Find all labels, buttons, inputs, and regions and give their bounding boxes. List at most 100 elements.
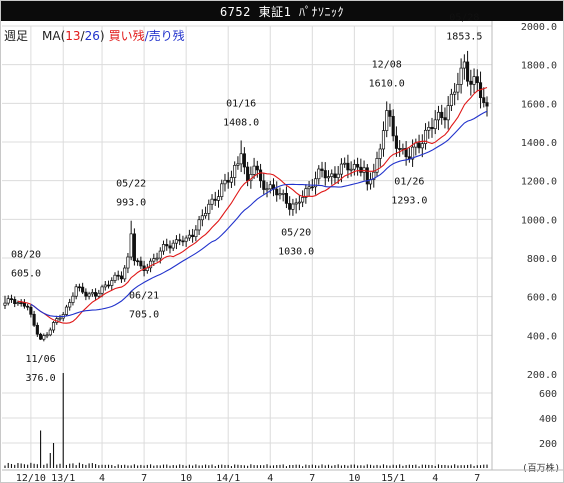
candle-body [310,186,314,189]
candle-body [103,284,107,288]
annotation-value: 1853.5 [446,31,482,42]
candle-body [22,302,26,307]
candle-body [161,244,166,252]
candle-body [45,334,49,337]
candle-body [87,293,91,297]
candle-body [297,201,301,204]
candle-body [388,110,392,117]
candle-body [113,274,117,281]
candle-body [220,183,224,197]
annotation-date: 01/26 [394,177,424,188]
window-title: 6752 東証1 ﾊﾟﾅｿﾆｯｸ [219,5,345,19]
annotation-date: 08/20 [11,250,41,261]
candle-body [116,274,120,277]
candle-body [339,163,343,175]
candle-body [13,299,17,304]
candle-body [81,286,85,293]
candle-body [404,148,408,158]
ma-prefix: MA( [42,29,66,43]
candle-body [333,173,337,178]
candle-body [216,196,221,201]
candle-body [275,188,279,196]
candle-body [226,179,230,183]
candle-body [343,162,347,165]
price-tick-label: 1800.0 [521,61,557,72]
candle-body [223,179,227,185]
annotation-date: 05/20 [281,228,311,239]
ma-13-line [17,86,488,324]
candle-body [466,61,470,82]
annotation-value: 705.0 [129,309,159,320]
candle-body [430,127,434,130]
candle-body [194,229,198,238]
candle-body [317,168,321,180]
candle-body [378,148,382,159]
candle-body [100,286,104,294]
candle-body [359,166,363,173]
candle-body [126,256,130,269]
candle-body [149,260,153,269]
candle-body [401,148,405,150]
ma-long-label: 26 [84,29,100,43]
candle-body [242,153,246,168]
candle-body [29,306,33,315]
candle-body [475,76,479,84]
candle-body [365,167,369,185]
candle-body [74,286,78,297]
candle-body [330,173,334,177]
annotation-value: 1610.0 [369,78,405,89]
candle-body [259,169,263,182]
candle-body [262,180,266,190]
candle-body [129,233,133,258]
candle-body [97,292,101,297]
volume-tick-label: 600 [539,389,557,400]
candle-body [158,250,162,259]
ma-suffix: ) [99,29,105,43]
time-tick-label: 12/10 [16,473,46,483]
candle-body [356,164,360,168]
price-tick-label: 200.0 [527,370,557,381]
candle-body [398,148,402,150]
candle-body [39,333,43,340]
candle-body [184,237,188,242]
candle-body [326,176,331,179]
candle-body [77,286,81,289]
candle-body [472,76,476,85]
price-tick-label: 400.0 [527,331,557,342]
candle-body [336,173,340,178]
candle-body [453,91,457,95]
candle-body [411,146,415,160]
candle-body [385,110,389,131]
candle-body [391,116,395,137]
annotation-value: 993.0 [116,198,146,209]
candle-body [165,244,169,247]
candle-body [71,295,75,303]
candle-body [323,170,327,179]
time-tick-label: 4 [99,473,105,483]
candle-body [48,329,52,336]
price-tick-label: 2000.0 [521,22,557,33]
candle-body [427,127,431,131]
candle-body [119,275,124,280]
candle-body [90,292,94,295]
candle-body [187,234,191,239]
annotation-date: 12/08 [372,59,402,70]
time-tick-label: 7 [141,473,147,483]
candle-body [51,322,56,331]
annotation-value: 1293.0 [391,196,427,207]
candle-body [381,130,386,150]
price-tick-label: 1600.0 [521,99,557,110]
candle-body [255,165,259,171]
ma-26-line [30,110,488,318]
candle-body [433,119,437,130]
candle-body [449,93,453,106]
candle-body [246,166,250,182]
candle-body [181,240,185,243]
candle-body [229,177,233,183]
candle-body [307,186,311,190]
candle-body [443,117,447,121]
volume-tick-label: 200 [539,439,557,450]
candle-body [482,97,486,103]
candle-body [210,198,214,205]
